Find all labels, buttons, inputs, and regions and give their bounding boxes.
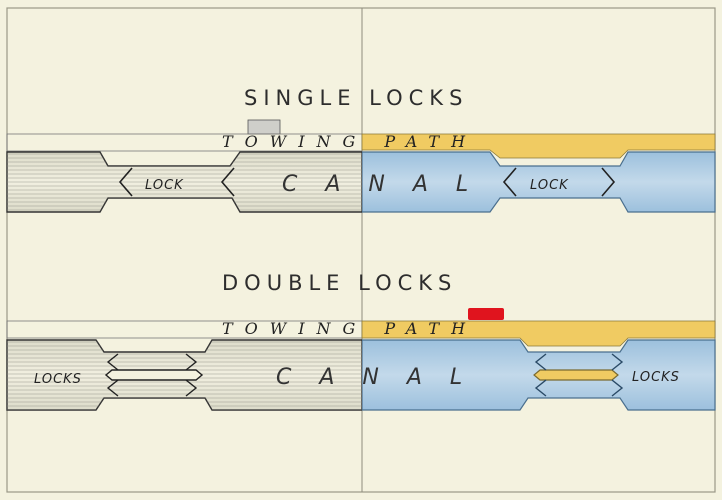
double-towpath-coloured xyxy=(361,320,716,347)
double-left-gate-b xyxy=(106,379,119,397)
single-canal-left xyxy=(6,151,362,213)
double-right-gate-a xyxy=(534,353,547,371)
single-left-lock-label: LOCK xyxy=(145,178,184,193)
double-right-locks-label: LOCKS xyxy=(632,370,680,385)
double-right-dividing-pier xyxy=(533,369,619,381)
single-right-lock-gate-a xyxy=(502,167,517,197)
single-canal-right xyxy=(362,151,716,213)
single-towing-path-label: TOWING PATH xyxy=(222,132,477,151)
double-left-dividing-pier xyxy=(104,369,204,381)
double-right-gate-c xyxy=(611,353,624,371)
double-locks-red-marker xyxy=(468,308,504,320)
double-left-gate-a xyxy=(106,353,119,371)
double-left-gate-d xyxy=(185,379,198,397)
single-canal-label: CANAL xyxy=(282,172,496,197)
single-locks-title: SINGLE LOCKS xyxy=(244,86,468,110)
double-locks-title: DOUBLE LOCKS xyxy=(222,271,457,295)
single-locks-panel: SINGLE LOCKS TOWING PATH CANAL LOCK LOCK xyxy=(6,86,716,213)
double-locks-panel: DOUBLE LOCKS TOWING PATH CANAL LOCKS LOC… xyxy=(6,271,716,411)
single-left-lock-gate-a xyxy=(118,167,133,197)
double-canal-label: CANAL xyxy=(276,365,490,390)
double-right-gate-d xyxy=(611,379,624,397)
double-right-gate-b xyxy=(534,379,547,397)
double-left-gate-c xyxy=(185,353,198,371)
double-towing-path-label: TOWING PATH xyxy=(222,319,477,338)
single-right-lock-gate-b xyxy=(601,167,616,197)
single-left-lock-gate-b xyxy=(220,167,235,197)
single-towpath-coloured xyxy=(361,133,716,159)
double-left-locks-label: LOCKS xyxy=(34,372,82,387)
plate-border xyxy=(6,7,716,493)
single-right-lock-label: LOCK xyxy=(530,178,569,193)
